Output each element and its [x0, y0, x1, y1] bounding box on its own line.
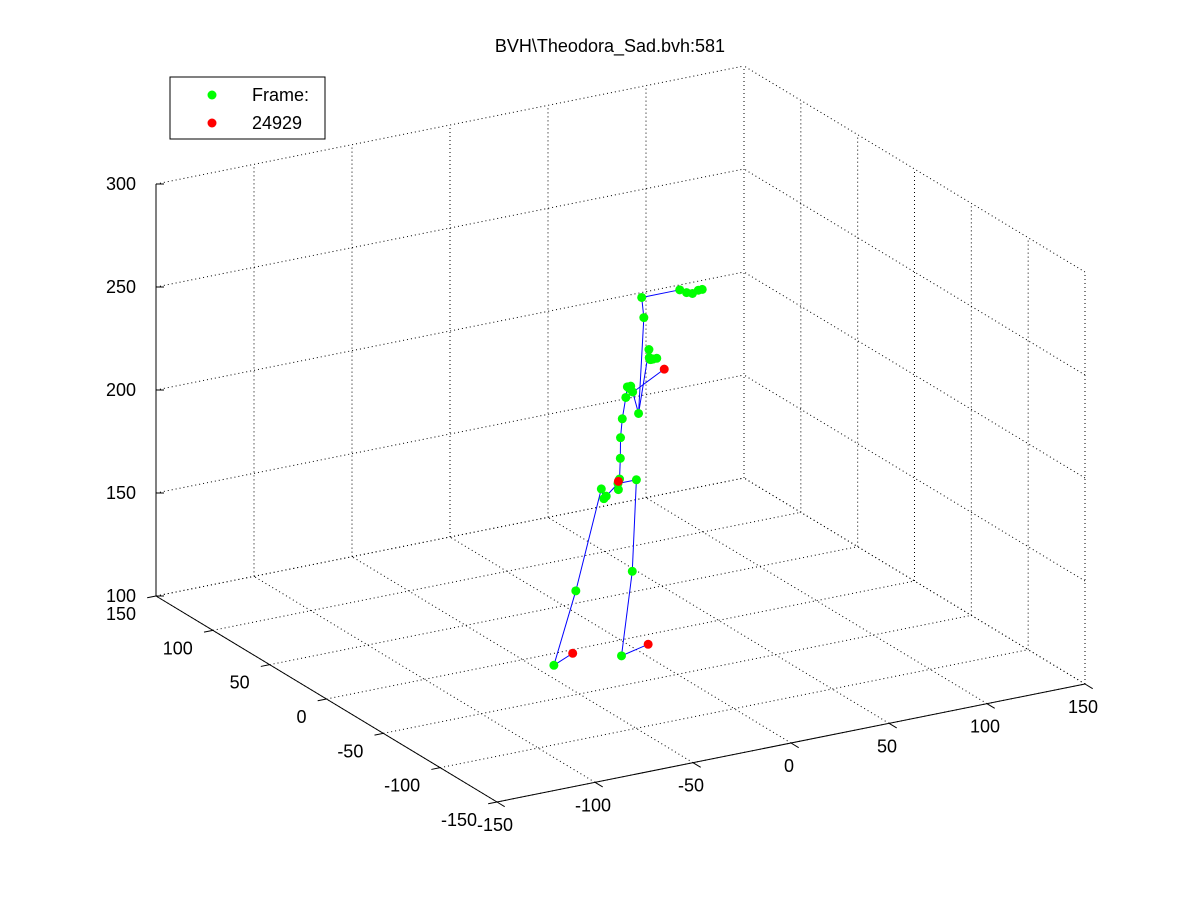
end-site-point: [568, 648, 578, 658]
grid-layer: [155, 65, 1086, 803]
x-tick-label: 150: [1068, 697, 1098, 717]
end-site-point: [643, 639, 653, 649]
x-tick-mark: [986, 703, 995, 709]
y-tick-label: 50: [230, 673, 250, 693]
joint-point: [628, 387, 638, 397]
grid-line-floor-x: [449, 536, 792, 744]
x-tick-label: 0: [784, 756, 794, 776]
x-tick-label: 50: [877, 736, 897, 756]
grid-line-side-z: [743, 65, 1086, 273]
grid-line-floor-y: [326, 580, 915, 700]
y-tick-mark: [374, 732, 384, 736]
joint-point: [621, 392, 631, 402]
grid-line-floor-x: [351, 556, 694, 764]
z-tick-label: 100: [106, 586, 136, 606]
z-tick-label: 150: [106, 483, 136, 503]
joint-point: [639, 313, 649, 323]
legend-box: [169, 76, 326, 140]
joint-point: [571, 586, 581, 596]
y-tick-label: -150: [441, 810, 477, 830]
skeleton-bone: [553, 590, 577, 666]
legend-marker-frame: [207, 90, 217, 100]
grid-line-floor-y: [212, 511, 801, 631]
y-tick-mark: [203, 629, 213, 633]
z-tick-label: 250: [106, 277, 136, 297]
x-tick-label: -150: [477, 815, 513, 835]
y-tick-label: -50: [337, 741, 363, 761]
joint-point: [652, 353, 662, 363]
grid-line-floor-x: [645, 497, 988, 705]
joint-point: [637, 292, 647, 302]
y-tick-label: -100: [384, 776, 420, 796]
y-tick-label: 150: [106, 604, 136, 624]
legend-marker-24929: [207, 118, 217, 128]
z-tick-label: 300: [106, 174, 136, 194]
end-site-point: [659, 364, 669, 374]
joint-point: [617, 414, 627, 424]
skeleton-bone: [631, 479, 637, 572]
grid-line-floor-y: [440, 649, 1029, 769]
joint-point: [615, 453, 625, 463]
y-tick-label: 0: [296, 707, 306, 727]
y-tick-mark: [431, 767, 441, 770]
grid-line-floor-x: [253, 575, 596, 783]
y-tick-mark: [488, 801, 498, 805]
x-tick-mark: [594, 781, 603, 788]
y-tick-label: 100: [163, 638, 193, 658]
joint-point: [616, 433, 626, 443]
x-tick-mark: [790, 742, 799, 749]
grid-line-floor-y: [269, 546, 858, 666]
y-tick-mark: [317, 698, 327, 702]
grid-line-side-z: [743, 374, 1086, 582]
joint-point: [631, 475, 641, 485]
tick-labels: -150-100-50050100150-150-100-50050100150…: [106, 174, 1098, 835]
y-tick-mark: [260, 664, 270, 667]
joint-point: [697, 284, 707, 294]
grid-line-floor-x: [547, 516, 890, 724]
joint-point: [616, 651, 626, 661]
skeleton-bone: [575, 488, 602, 591]
x-tick-mark: [496, 801, 505, 808]
joint-point: [634, 408, 644, 418]
joint-point: [599, 494, 609, 504]
x-tick-label: -100: [575, 795, 611, 815]
skeleton-joints: [549, 284, 707, 670]
chart-title: BVH\Theodora_Sad.bvh:581: [495, 36, 725, 57]
joint-point: [675, 285, 685, 295]
x-tick-mark: [692, 762, 701, 768]
y-tick-mark: [147, 595, 157, 599]
grid-line-side-z: [743, 271, 1086, 479]
joint-point: [596, 484, 606, 494]
legend-label-24929: 24929: [252, 113, 302, 133]
joint-point: [549, 660, 559, 670]
legend-label-frame: Frame:: [252, 85, 309, 105]
joint-point: [644, 345, 654, 355]
axes-layer: [147, 183, 1093, 808]
skeleton-bones: [553, 288, 703, 666]
joint-point: [627, 566, 637, 576]
z-tick-label: 200: [106, 380, 136, 400]
skeleton-bone: [621, 643, 649, 657]
skeleton-bone: [641, 289, 680, 298]
x-tick-label: 100: [970, 717, 1000, 737]
skeleton-bone: [621, 571, 633, 656]
end-site-point: [613, 476, 623, 486]
skeleton-bone: [638, 317, 645, 414]
x-tick-mark: [888, 722, 897, 729]
joint-point: [613, 485, 623, 495]
legend: Frame: 24929: [169, 76, 326, 140]
x-tick-mark: [1084, 683, 1093, 690]
x-tick-label: -50: [678, 776, 704, 796]
